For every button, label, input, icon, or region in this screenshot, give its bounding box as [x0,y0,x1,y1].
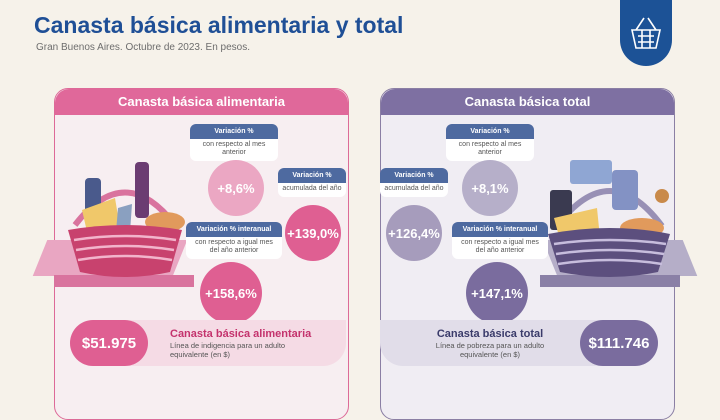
right-acumulada-tag: Variación % acumulada del año [380,168,448,197]
right-mensual-desc: con respecto al mes anterior [446,139,534,161]
left-acumulada-label: Variación % [278,168,346,183]
right-mensual-tag: Variación % con respecto al mes anterior [446,124,534,161]
right-interanual-tag: Variación % interanual con respecto a ig… [452,222,548,259]
left-acumulada-desc: acumulada del año [278,183,346,197]
shopping-basket-icon [631,17,661,49]
right-acumulada-desc: acumulada del año [380,183,448,197]
total-footer-text: Canasta básica total Línea de pobreza pa… [420,328,560,360]
right-interanual-value: +147,1% [466,262,528,324]
total-price: $111.746 [580,320,658,366]
food-basket-icon [60,150,190,285]
right-mensual-value: +8,1% [462,160,518,216]
alimentaria-panel-title: Canasta básica alimentaria [55,89,348,115]
left-mensual-tag: Variación % con respecto al mes anterior [190,124,278,161]
left-interanual-label: Variación % interanual [186,222,282,237]
right-interanual-desc: con respecto a igual mes del año anterio… [452,237,548,259]
alimentaria-footer-title: Canasta básica alimentaria [170,328,312,340]
left-acumulada-tag: Variación % acumulada del año [278,168,346,197]
alimentaria-footer-desc: Línea de indigencia para un adulto equiv… [170,341,286,359]
left-shelf-front [54,275,194,287]
left-interanual-value: +158,6% [200,262,262,324]
right-acumulada-value: +126,4% [386,205,442,261]
logo [620,0,672,66]
left-interanual-desc: con respecto a igual mes del año anterio… [186,237,282,259]
left-mensual-label: Variación % [190,124,278,139]
left-mensual-desc: con respecto al mes anterior [190,139,278,161]
total-basket-icon [542,148,677,285]
total-footer-desc: Línea de pobreza para un adulto equivale… [435,341,545,359]
right-mensual-label: Variación % [446,124,534,139]
right-interanual-label: Variación % interanual [452,222,548,237]
total-footer-title: Canasta básica total [436,328,544,340]
right-acumulada-label: Variación % [380,168,448,183]
total-panel-title: Canasta básica total [381,89,674,115]
page-title: Canasta básica alimentaria y total [34,12,404,38]
right-shelf-front [540,275,680,287]
left-mensual-value: +8,6% [208,160,264,216]
left-acumulada-value: +139,0% [285,205,341,261]
left-interanual-tag: Variación % interanual con respecto a ig… [186,222,282,259]
alimentaria-price: $51.975 [70,320,148,366]
alimentaria-footer-text: Canasta básica alimentaria Línea de indi… [170,328,320,360]
page-subtitle: Gran Buenos Aires. Octubre de 2023. En p… [36,42,251,53]
